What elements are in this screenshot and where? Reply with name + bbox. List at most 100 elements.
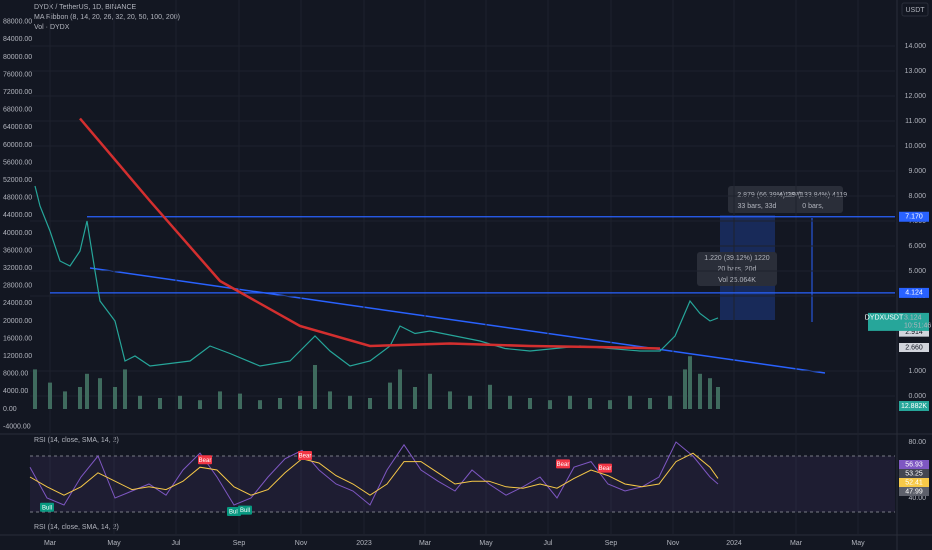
- rsi-value-bg: [899, 478, 929, 487]
- currency-label[interactable]: USDT: [905, 7, 925, 14]
- x-tick-label: Nov: [667, 540, 680, 547]
- volume-bar: [716, 387, 720, 410]
- volume-bar: [528, 398, 532, 410]
- measure-box: [728, 186, 843, 213]
- volume-bar: [178, 395, 182, 410]
- y-tick-label: 0.000: [908, 393, 926, 400]
- last-price: 3.124: [904, 315, 922, 322]
- volume-bar: [683, 369, 687, 410]
- x-tick-label: Mar: [790, 540, 803, 547]
- volume-tick-label: 24000.00: [3, 300, 32, 307]
- volume-tick-label: 0.00: [3, 406, 17, 413]
- volume-bar: [508, 395, 512, 410]
- volume-tick-label: 68000.00: [3, 107, 32, 114]
- x-tick-label: Mar: [44, 540, 57, 547]
- y-tick-label: 9.000: [908, 168, 926, 175]
- volume-bar: [63, 391, 67, 410]
- ma-line: [79, 117, 661, 350]
- series-name: DYDXUSDT: [865, 315, 904, 322]
- volume-bar: [85, 373, 89, 410]
- rsi-line: [29, 441, 719, 506]
- signal-bg: [298, 450, 312, 460]
- x-tick-label: Nov: [295, 540, 308, 547]
- volume-bar: [48, 382, 52, 410]
- y-tick-label: 5.000: [908, 268, 926, 275]
- signal-label: Bull: [42, 505, 52, 511]
- volume-bar: [568, 395, 572, 410]
- x-tick-label: 2023: [356, 540, 372, 547]
- level-label: 7.170: [905, 214, 923, 221]
- level-label-bg: [899, 287, 929, 298]
- y-tick-label: 11.000: [905, 118, 926, 125]
- price-label: 2.914: [905, 329, 923, 336]
- volume-bar: [688, 356, 692, 410]
- volume-bar: [278, 398, 282, 410]
- signal-bg: [227, 507, 241, 517]
- volume-tick-label: 8000.00: [3, 371, 28, 378]
- volume-bar: [428, 373, 432, 410]
- volume-bar: [218, 391, 222, 410]
- measure-text: Vol 25.064K: [718, 277, 756, 284]
- measure-text: 20 bars, 20d: [718, 266, 757, 273]
- volume-bar: [158, 398, 162, 410]
- currency-button[interactable]: [901, 2, 929, 17]
- volume-tick-label: 32000.00: [3, 265, 32, 272]
- signal-bg: [198, 455, 212, 465]
- volume-tick-label: 76000.00: [3, 71, 32, 78]
- volume-tick-label: 88000.00: [3, 19, 32, 26]
- signal-bg: [556, 459, 570, 469]
- y-tick-label: 8.000: [908, 193, 926, 200]
- volume-bar: [648, 398, 652, 410]
- volume-bar: [388, 382, 392, 410]
- signal-bg: [40, 502, 54, 512]
- volume-tick-label: -4000.00: [3, 423, 31, 430]
- measure-text: 2.879 (66.39%) 2871: [737, 192, 802, 199]
- signal-label: Bear: [557, 462, 570, 468]
- volume-bar: [588, 398, 592, 410]
- y-tick-label: 13.000: [905, 68, 927, 75]
- volume-bar: [548, 400, 552, 410]
- volume-tick-label: 44000.00: [3, 212, 32, 219]
- rsi-value-label: 56.93: [905, 461, 923, 468]
- rsi-value-bg: [899, 487, 929, 496]
- x-tick-label: Mar: [419, 540, 432, 547]
- volume-bar: [488, 384, 492, 410]
- volume-bar: [138, 395, 142, 410]
- volume-tick-label: 20000.00: [3, 318, 32, 325]
- volume-bar: [98, 378, 102, 410]
- x-tick-label: Jul: [544, 540, 553, 547]
- timer: 10:51:46: [904, 323, 931, 330]
- volume-bar: [398, 369, 402, 410]
- volume-bar: [628, 395, 632, 410]
- volume-tick-label: 48000.00: [3, 195, 32, 202]
- level-label-bg: [899, 211, 929, 222]
- rsi-value-bg: [899, 469, 929, 478]
- volume-bar: [368, 398, 372, 410]
- rsi-value-bg: [899, 460, 929, 469]
- rsi-value-label: 47.99: [905, 488, 923, 495]
- volume-bar: [298, 395, 302, 410]
- rsi-value-label: 53.25: [905, 470, 923, 477]
- rsi-title: RSI (14, close, SMA, 14, 2): [34, 437, 119, 444]
- rsi-title: RSI (14, close, SMA, 14, 2): [34, 524, 119, 531]
- volume-tick-label: 12000.00: [3, 353, 32, 360]
- signal-bg: [598, 463, 612, 473]
- y-tick-label: 1.000: [908, 368, 926, 375]
- y-tick-label: 14.000: [905, 43, 927, 50]
- price-label-bg: [899, 327, 929, 337]
- volume-bar: [258, 400, 262, 410]
- volume-bar: [708, 378, 712, 410]
- y-tick-label: 10.000: [905, 143, 927, 150]
- volume-tick-label: 40000.00: [3, 230, 32, 237]
- volume-label: 12.882K: [901, 403, 927, 410]
- volume-tick-label: 84000.00: [3, 36, 32, 43]
- volume-tick-label: 28000.00: [3, 283, 32, 290]
- price-label: 2.660: [905, 344, 923, 351]
- x-tick-label: May: [851, 540, 865, 547]
- x-tick-label: May: [107, 540, 121, 547]
- measure-text: 0 bars,: [802, 203, 823, 210]
- symbol-title: DYDX / TetherUS, 1D, BINANCE: [34, 4, 137, 11]
- volume-bar: [448, 391, 452, 410]
- signal-label: Bull: [240, 508, 250, 514]
